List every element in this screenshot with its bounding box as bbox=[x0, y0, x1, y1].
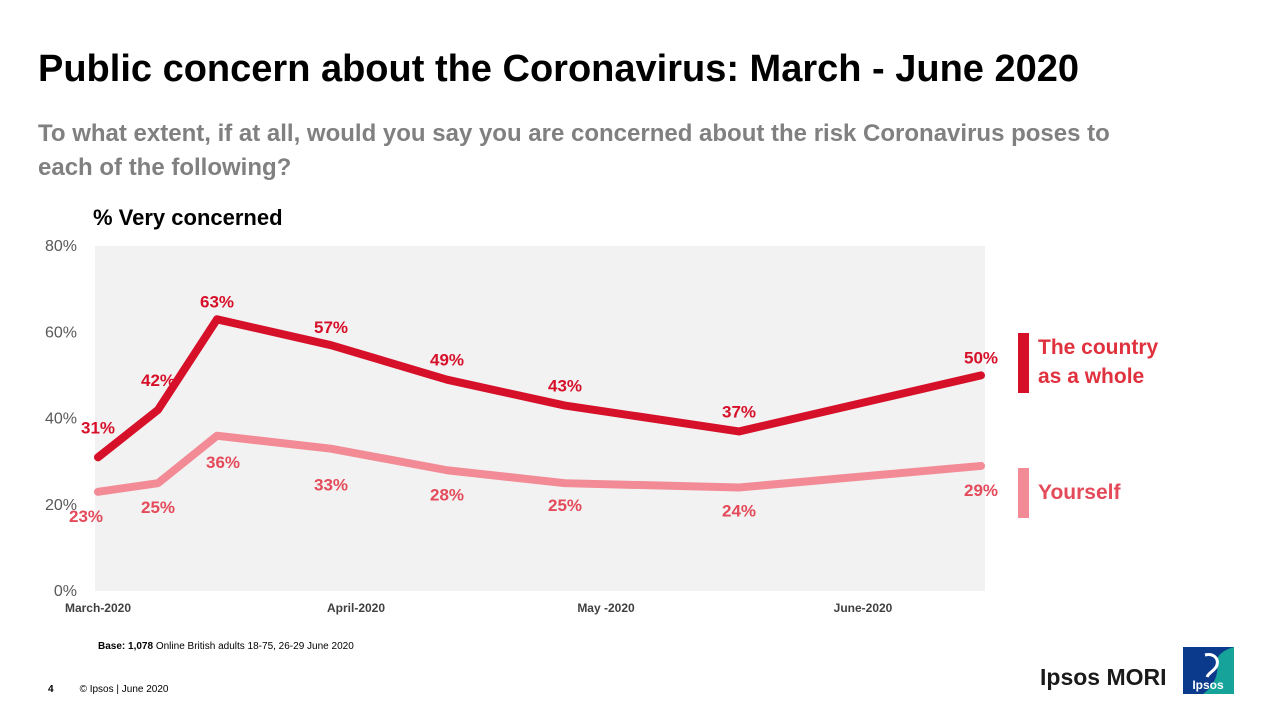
legend-line: Yourself bbox=[1038, 481, 1121, 504]
x-axis-ticks: March-2020 April-2020 May -2020 June-2020 bbox=[65, 601, 893, 615]
page-title: Public concern about the Coronavirus: Ma… bbox=[38, 48, 1080, 90]
plot-area bbox=[95, 246, 985, 591]
data-label-country: 49% bbox=[430, 351, 464, 370]
ipsos-logo-icon: Ipsos bbox=[1183, 647, 1234, 694]
data-label-country: 63% bbox=[200, 292, 234, 311]
data-label-country: 31% bbox=[81, 418, 115, 437]
svg-text:Ipsos: Ipsos bbox=[1192, 678, 1224, 692]
data-label-yourself: 23% bbox=[69, 507, 103, 526]
legend-label-yourself: Yourself bbox=[1038, 478, 1120, 507]
brand-name: Ipsos MORI bbox=[1040, 664, 1167, 690]
question-subtitle: To what extent, if at all, would you say… bbox=[38, 120, 1110, 181]
page-number: 4 bbox=[48, 684, 54, 695]
y-tick-label: 60% bbox=[45, 324, 77, 341]
data-label-country: 37% bbox=[722, 402, 756, 421]
data-label-yourself: 28% bbox=[430, 485, 464, 504]
y-axis-title: % Very concerned bbox=[93, 205, 283, 230]
data-label-yourself: 33% bbox=[314, 476, 348, 495]
y-tick-label: 40% bbox=[45, 411, 77, 428]
x-tick-label: June-2020 bbox=[834, 601, 893, 615]
y-tick-label: 80% bbox=[45, 238, 77, 255]
base-label: Base: bbox=[98, 641, 126, 652]
base-number: 1,078 bbox=[128, 641, 154, 652]
y-tick-label: 0% bbox=[54, 583, 77, 600]
data-label-country: 42% bbox=[141, 371, 175, 390]
x-tick-label: March-2020 bbox=[65, 601, 131, 615]
legend-swatch-yourself bbox=[1018, 468, 1029, 518]
base-text: Online British adults 18-75, 26-29 June … bbox=[155, 641, 354, 652]
x-tick-label: May -2020 bbox=[577, 601, 635, 615]
series-line-yourself bbox=[94, 431, 985, 496]
data-label-country: 43% bbox=[548, 377, 582, 396]
data-label-yourself: 25% bbox=[141, 498, 175, 517]
data-label-yourself: 25% bbox=[548, 496, 582, 515]
data-label-yourself: 29% bbox=[964, 481, 998, 500]
legend-yourself: Yourself bbox=[1018, 468, 1120, 518]
data-label-yourself: 36% bbox=[206, 453, 240, 472]
legend-line: The country bbox=[1038, 336, 1159, 359]
copyright: © Ipsos | June 2020 bbox=[79, 684, 169, 695]
y-axis-ticks: 0% 20% 40% 60% 80% bbox=[45, 238, 77, 600]
legend-country: The country as a whole bbox=[1018, 333, 1158, 393]
x-tick-label: April-2020 bbox=[327, 601, 385, 615]
data-label-country: 57% bbox=[314, 318, 348, 337]
data-label-country: 50% bbox=[964, 348, 998, 367]
series-lines bbox=[94, 315, 985, 496]
data-label-yourself: 24% bbox=[722, 502, 756, 521]
legend-label-country: The country as a whole bbox=[1038, 333, 1158, 391]
base-note: Base: 1,078 Online British adults 18-75,… bbox=[98, 641, 354, 652]
series-line-country bbox=[94, 315, 985, 462]
footer: 4 © Ipsos | June 2020 bbox=[48, 684, 168, 695]
data-labels: 31% 42% 63% 57% 49% 43% 37% 50% 23% 25% 36% 33% 28% 2… bbox=[69, 292, 998, 526]
y-tick-label: 20% bbox=[45, 497, 77, 514]
legend-swatch-country bbox=[1018, 333, 1029, 393]
legend-line: as a whole bbox=[1038, 365, 1145, 388]
